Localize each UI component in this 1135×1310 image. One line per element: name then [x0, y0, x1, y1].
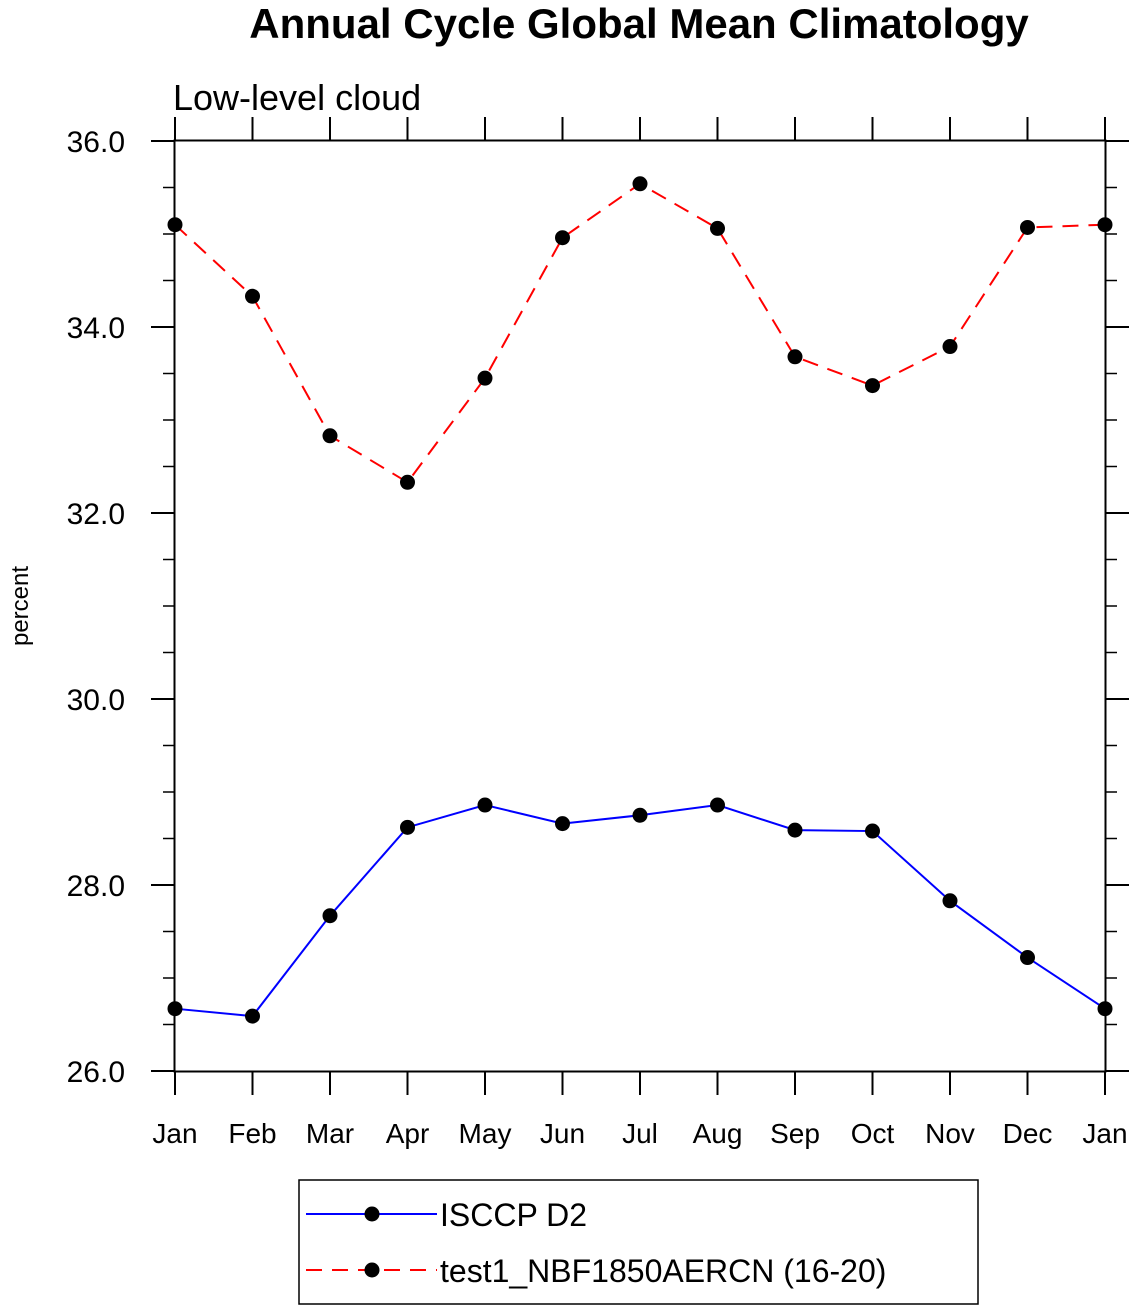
series-1-point: [942, 339, 958, 355]
x-tick-label: Aug: [693, 1118, 743, 1149]
x-tick-label: Jun: [540, 1118, 585, 1149]
x-tick-label: Nov: [925, 1118, 975, 1149]
series-1-point: [632, 176, 648, 192]
y-tick-label: 32.0: [67, 498, 125, 531]
major-ticks: [151, 117, 1129, 1095]
plot-frame: [173, 139, 1107, 1073]
series-1-point: [245, 288, 260, 304]
series-0-point: [865, 823, 880, 839]
x-tick-label: Jul: [622, 1118, 658, 1149]
series-1-point: [477, 370, 493, 386]
legend-items: ISCCP D2 test1_NBF1850AERCN (16-20): [306, 1197, 886, 1289]
x-tick-labels: Jan Feb Mar Apr May Jun Jul Aug Sep Oct Nov Dec Jan: [152, 1118, 1127, 1149]
x-tick-label: May: [459, 1118, 512, 1149]
y-tick-label: 36.0: [67, 126, 125, 159]
y-tick-label: 26.0: [67, 1056, 125, 1089]
y-tick-label: 30.0: [67, 684, 125, 717]
series-0-point: [400, 819, 415, 835]
series-1-point: [1020, 219, 1035, 235]
legend-marker-0: [364, 1206, 380, 1222]
series-1-point: [710, 220, 725, 236]
x-tick-label: Dec: [1003, 1118, 1053, 1149]
x-tick-label: Jan: [152, 1118, 197, 1149]
series-0-point: [1097, 1001, 1113, 1017]
series-1-point: [1097, 217, 1113, 233]
series-0-point: [942, 893, 958, 909]
legend-label-1: test1_NBF1850AERCN (16-20): [440, 1253, 886, 1289]
x-tick-label: Oct: [851, 1118, 895, 1149]
series-1-point: [865, 378, 880, 394]
y-axis-label: percent: [7, 566, 34, 646]
series-0-point: [787, 822, 803, 838]
series-0-point: [555, 816, 570, 832]
series-1-point: [167, 217, 183, 233]
x-tick-label: Apr: [386, 1118, 430, 1149]
series-line-1: [174, 182, 1106, 484]
series-0-point: [710, 797, 725, 813]
series-1-point: [555, 230, 570, 246]
series-0-point: [167, 1001, 183, 1017]
series-layer: [167, 176, 1113, 1024]
series-1-point: [400, 474, 415, 490]
legend-box: [298, 1179, 979, 1305]
series-1-point: [787, 349, 803, 365]
legend-label-0: ISCCP D2: [440, 1197, 587, 1233]
y-tick-label: 34.0: [67, 312, 125, 345]
series-line-0: [174, 803, 1106, 1018]
series-0-point: [477, 797, 493, 813]
minor-ticks: [163, 186, 1117, 1026]
series-1-point: [322, 428, 338, 444]
chart-title: Annual Cycle Global Mean Climatology: [249, 0, 1029, 47]
y-tick-label: 28.0: [67, 870, 125, 903]
series-0-point: [245, 1008, 260, 1024]
series-0-point: [322, 908, 338, 924]
chart-subtitle: Low-level cloud: [173, 77, 421, 118]
x-tick-label: Feb: [228, 1118, 276, 1149]
x-tick-label: Jan: [1082, 1118, 1127, 1149]
series-0-point: [1020, 950, 1035, 966]
series-0-point: [632, 807, 648, 823]
legend-marker-1: [364, 1262, 380, 1278]
x-tick-label: Mar: [306, 1118, 354, 1149]
x-tick-label: Sep: [770, 1118, 820, 1149]
y-tick-labels: 26.0 28.0 30.0 32.0 34.0 36.0: [67, 126, 125, 1089]
